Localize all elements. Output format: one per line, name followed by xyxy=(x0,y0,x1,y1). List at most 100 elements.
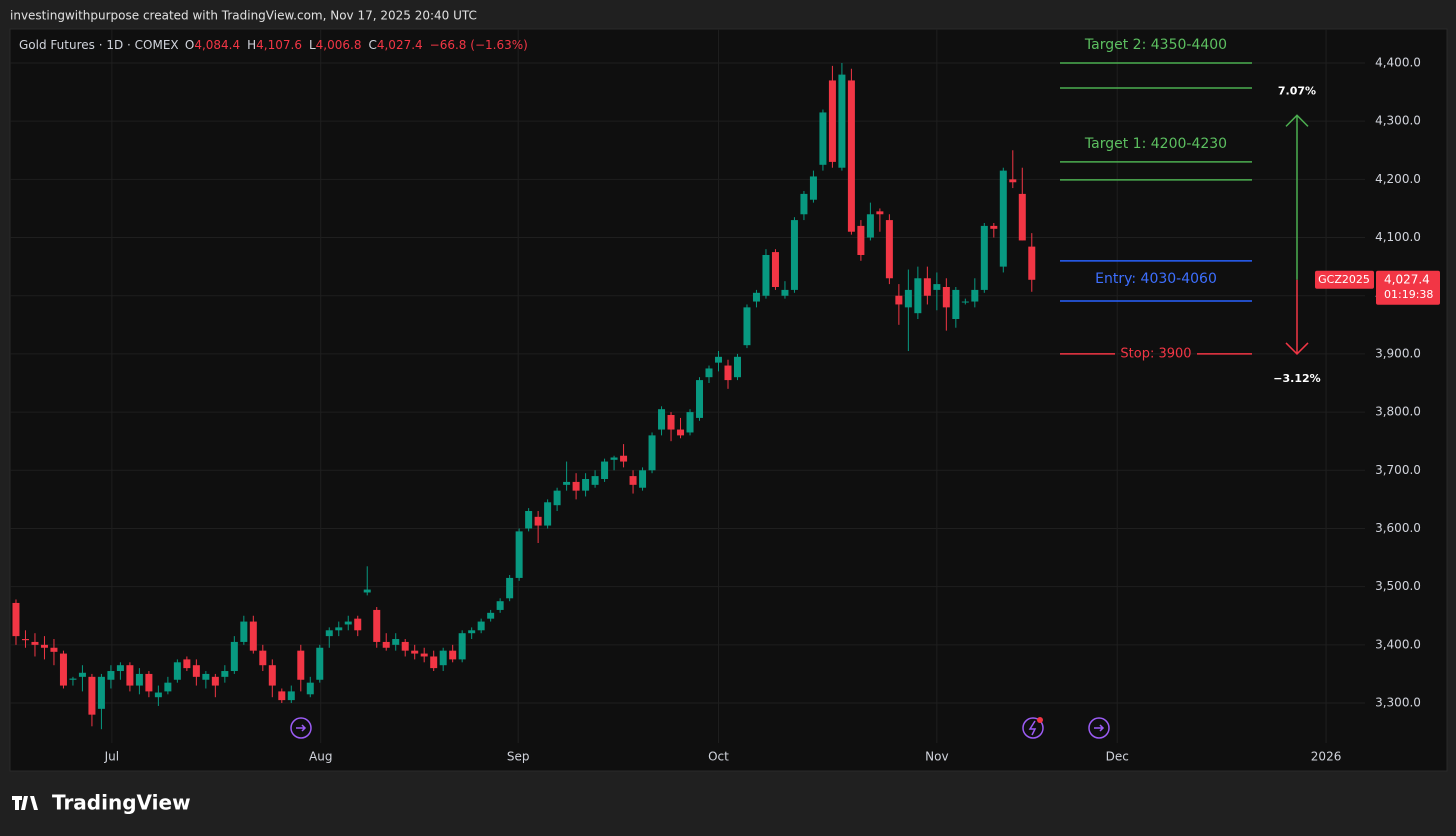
candle-body xyxy=(990,225,998,229)
x-tick-label: Sep xyxy=(507,750,530,764)
candle-body xyxy=(373,609,381,642)
candle-body xyxy=(230,641,238,672)
level-label: Stop: 3900 xyxy=(1120,346,1191,361)
x-tick-label: 2026 xyxy=(1311,750,1342,764)
y-tick-label: 4,400.0 xyxy=(1375,55,1421,69)
symbol-tag-label: GCZ2025 xyxy=(1318,273,1370,286)
event-icon[interactable] xyxy=(290,717,312,739)
candle-body xyxy=(534,516,542,526)
y-tick-label: 3,800.0 xyxy=(1375,405,1421,419)
candle-body xyxy=(639,470,647,488)
y-tick-label: 3,600.0 xyxy=(1375,521,1421,535)
candle-body xyxy=(287,691,295,701)
x-tick-label: Aug xyxy=(309,750,332,764)
candle-body xyxy=(961,301,969,303)
logo-text: TradingView xyxy=(52,791,191,815)
legend-item: 4,027.4 xyxy=(377,38,423,52)
candle-body xyxy=(952,289,960,319)
measure-label: −3.12% xyxy=(1273,372,1320,385)
y-tick-label: 3,300.0 xyxy=(1375,696,1421,710)
candle-body xyxy=(173,662,181,680)
candle-body xyxy=(800,193,808,215)
price-tag xyxy=(1376,270,1440,305)
candle-body xyxy=(781,289,789,296)
candle-body xyxy=(515,531,523,578)
candle-body xyxy=(268,665,276,686)
candle-body xyxy=(325,630,333,637)
candle-body xyxy=(686,412,694,433)
y-tick-label: 3,700.0 xyxy=(1375,463,1421,477)
candle-body xyxy=(914,278,922,314)
candle-body xyxy=(344,621,352,625)
countdown-label: 01:19:38 xyxy=(1384,288,1433,301)
candle-body xyxy=(847,80,855,232)
candle-body xyxy=(477,621,485,631)
event-dot xyxy=(1037,717,1043,723)
legend-item: −66.8 (−1.63%) xyxy=(430,38,528,52)
candle-body xyxy=(629,476,637,485)
candle-body xyxy=(553,490,561,506)
candle-body xyxy=(809,176,817,200)
candle-body xyxy=(439,650,447,666)
candle-body xyxy=(506,577,514,599)
candle-body xyxy=(126,665,134,686)
candle-body xyxy=(724,365,732,381)
candle-body xyxy=(192,665,200,677)
level-label: Target 2: 4350-4400 xyxy=(1084,37,1227,53)
legend-item: 4,107.6 xyxy=(256,38,302,52)
logo-mark xyxy=(12,796,38,810)
candle-body xyxy=(876,211,884,215)
candle-body xyxy=(667,415,675,430)
candle-body xyxy=(164,682,172,692)
candle-body xyxy=(59,653,67,686)
candle-body xyxy=(733,356,741,378)
candle-body xyxy=(240,621,248,642)
event-icon-glyph xyxy=(296,724,307,732)
event-icon-glyph xyxy=(1028,720,1037,736)
candle-body xyxy=(705,368,713,378)
candle-body xyxy=(202,673,210,680)
candle-body xyxy=(752,292,760,302)
candle-body xyxy=(12,602,20,637)
candle-body xyxy=(392,639,400,645)
legend: Gold Futures · 1D · COMEX O4,084.4 H4,107.… xyxy=(19,38,528,52)
candle-body xyxy=(249,621,257,651)
y-tick-label: 3,500.0 xyxy=(1375,579,1421,593)
x-tick-label: Dec xyxy=(1106,750,1129,764)
candle-body xyxy=(620,455,628,462)
event-icon[interactable] xyxy=(1022,717,1044,739)
candle-body xyxy=(382,641,390,648)
arrow-head xyxy=(1285,342,1309,355)
candle-body xyxy=(819,112,827,165)
candle-body xyxy=(790,220,798,290)
candle-body xyxy=(50,647,58,652)
candle-body xyxy=(696,380,704,418)
candle-body xyxy=(335,627,343,631)
y-tick-label: 3,900.0 xyxy=(1375,346,1421,360)
candle-body xyxy=(411,650,419,654)
candle-body xyxy=(221,671,229,677)
legend-item: C xyxy=(368,38,376,52)
candle-body xyxy=(563,481,571,485)
candle-body xyxy=(154,692,162,698)
candle-body xyxy=(904,289,912,308)
y-tick-label: 4,300.0 xyxy=(1375,114,1421,128)
candle-body xyxy=(971,289,979,302)
event-icon[interactable] xyxy=(1088,717,1110,739)
candle-body xyxy=(648,435,656,471)
candle-body xyxy=(933,284,941,290)
candle-body xyxy=(743,307,751,346)
candle-body xyxy=(771,252,779,287)
legend-item: Gold Futures · 1D · COMEX xyxy=(19,38,178,52)
candle-body xyxy=(278,691,286,701)
candle-body xyxy=(999,170,1007,267)
level-label: Target 1: 4200-4230 xyxy=(1084,136,1227,152)
candle-body xyxy=(21,639,29,641)
candle-body xyxy=(363,589,371,593)
arrow-head xyxy=(1285,114,1309,127)
measure-label: 7.07% xyxy=(1278,84,1316,97)
logo: TradingView xyxy=(12,791,191,815)
candle-body xyxy=(942,286,950,308)
x-tick-label: Oct xyxy=(708,750,729,764)
candle-body xyxy=(211,676,219,686)
